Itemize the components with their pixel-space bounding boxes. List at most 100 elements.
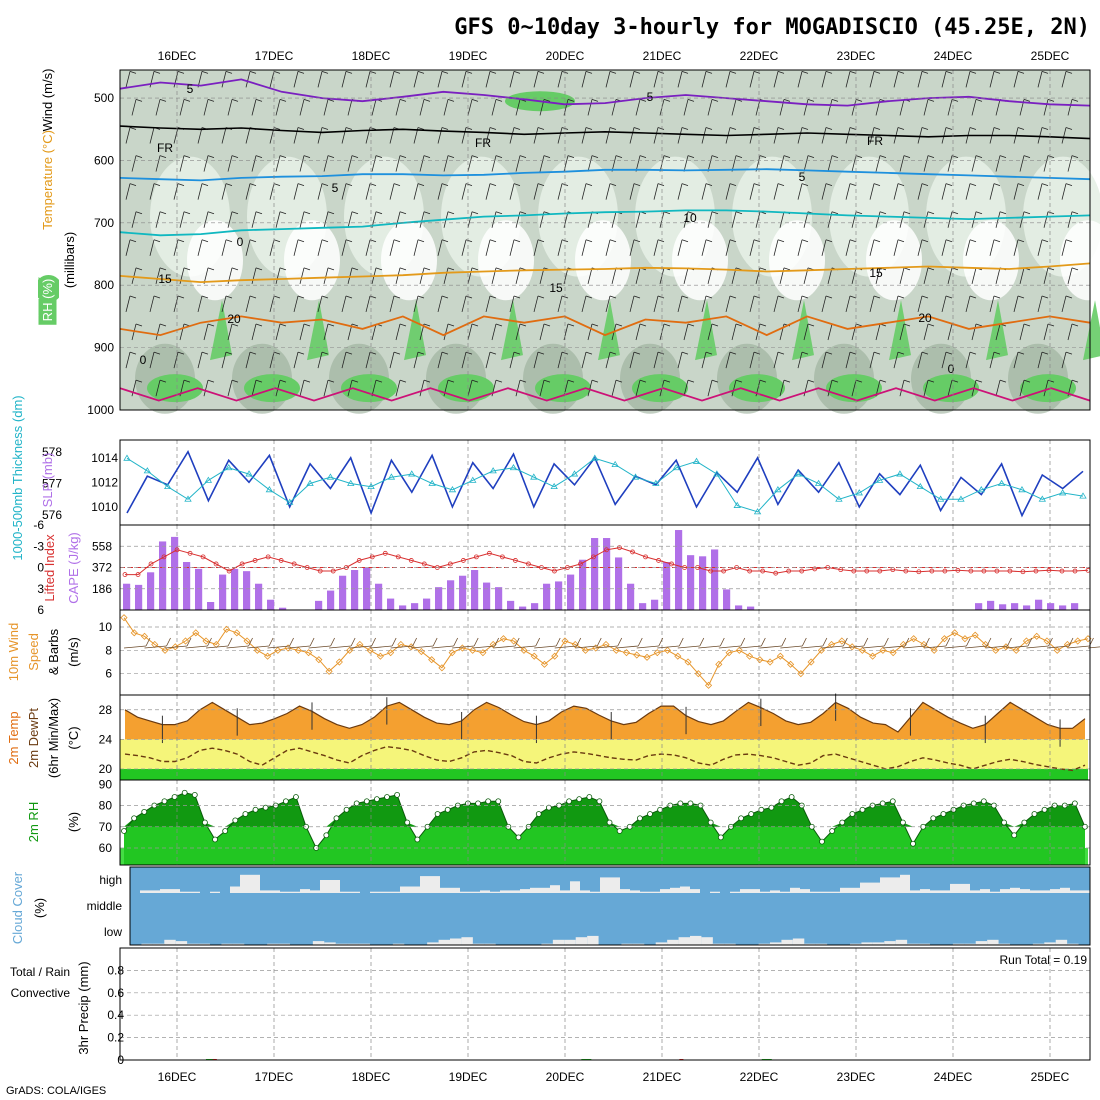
wind-barb [941, 71, 947, 88]
wind-speed-marker [294, 646, 302, 654]
wind-speed-marker [489, 640, 497, 649]
wind-barb [917, 71, 923, 88]
wind-barb-flag [759, 323, 767, 327]
wind-barb [467, 211, 473, 228]
cloud-low-bar [884, 941, 896, 945]
wind-barb-flag [873, 295, 881, 299]
wind-barb-flag [1017, 127, 1025, 130]
surface-wind-barb [616, 645, 639, 649]
rh-marker [384, 794, 390, 800]
wind-barb-flag [975, 99, 983, 102]
wind-barb [323, 380, 329, 397]
wind-barb [677, 183, 683, 200]
wind-barb-flag [681, 295, 689, 299]
contour-label: 0 [948, 362, 955, 376]
pressure-tick: 600 [94, 153, 114, 167]
wind-barb-flag [657, 70, 665, 74]
wind-barb [683, 267, 689, 284]
cloud-row-label: middle [87, 899, 123, 913]
li-marker [473, 554, 479, 560]
wind-barb-flag [399, 267, 407, 271]
wind-barb [869, 239, 875, 256]
wind-barb-flag [135, 267, 143, 271]
rh-tick: 60 [99, 841, 113, 855]
wind-barb-flag [129, 127, 137, 130]
wind-barb [773, 239, 779, 256]
wind-barb [179, 211, 185, 228]
cloud-low-bar [392, 943, 405, 945]
wind-barb-flag [345, 239, 353, 243]
wind-barb-flag [273, 295, 281, 299]
slp-tick: 1012 [91, 475, 118, 489]
wind-barb-flag [297, 351, 305, 355]
wind-barb [341, 127, 347, 144]
wind-speed-marker [325, 667, 333, 675]
cloud-high-bar [590, 891, 600, 893]
wind-barb [587, 211, 593, 228]
li-marker [851, 568, 857, 574]
cloud-low-bar [792, 938, 805, 945]
wind-barb [731, 323, 737, 341]
surface-wind-barb [1067, 645, 1090, 649]
wind-speed-marker [694, 670, 702, 678]
cloud-high-bar [890, 877, 900, 893]
wind-barb [971, 99, 977, 116]
wind-barb [635, 323, 641, 341]
wind-barb [1037, 239, 1043, 256]
wind-barb [485, 351, 491, 369]
wind-barb [923, 155, 929, 172]
wind-barb-flag [441, 295, 449, 299]
rh-marker [212, 836, 218, 843]
profile-panel [119, 70, 1100, 414]
cloud-low-bar [1032, 943, 1045, 945]
rh-green-patch [244, 374, 300, 403]
cloud-low-bar [987, 939, 999, 945]
cloud-high-bar [1030, 890, 1040, 893]
wind-speed-marker [889, 649, 897, 657]
wind-speed-marker [920, 640, 928, 649]
wind-barb [923, 211, 929, 228]
wind-barb [533, 351, 539, 369]
wind-speed-marker [581, 646, 590, 654]
wind-barb [323, 99, 329, 116]
wind-barb [1013, 183, 1019, 200]
wind-barb [1013, 239, 1019, 256]
wind-barb-flag [159, 99, 167, 102]
wind-barb [845, 351, 851, 369]
wind-barb [323, 155, 329, 172]
wind-barb-flag [249, 239, 257, 243]
rh-marker [647, 811, 653, 817]
wind-barb-flag [423, 267, 431, 271]
cloud-low-bar [278, 943, 290, 945]
pressure-tick: 800 [94, 278, 114, 292]
wind-speed-marker [776, 652, 784, 660]
wind-barb-flag [711, 155, 719, 158]
wind-barb [773, 71, 779, 88]
rh-marker [232, 817, 239, 824]
wind-barb-flag [777, 127, 785, 130]
wind-barb-flag [471, 379, 479, 383]
surface-wind-barb-flag [1068, 637, 1074, 647]
wind-barb [1037, 71, 1043, 88]
wind-barb-flag [135, 211, 143, 215]
thickness-marker [1058, 489, 1067, 496]
wind-barb [947, 380, 953, 397]
wind-barb-flag [711, 99, 719, 102]
wind-speed-marker [633, 651, 641, 659]
wind-barb-flag [393, 70, 401, 74]
thickness-marker [509, 463, 518, 471]
wind-barb-flag [423, 155, 431, 158]
li-marker [877, 568, 883, 574]
wind-barb-flag [975, 211, 983, 215]
wind-barb-flag [921, 183, 929, 187]
surface-wind-barb [944, 645, 967, 649]
isotherm-20 [119, 315, 1091, 337]
rh-dry-patch [381, 220, 437, 301]
wind-barb-flag [255, 323, 263, 327]
li-marker [148, 561, 154, 567]
wind-barb [1037, 351, 1043, 369]
wind-barb-flag [969, 351, 977, 355]
wind-barb [947, 99, 953, 116]
rh-marker [191, 791, 198, 798]
wind-barb-flag [303, 155, 311, 158]
